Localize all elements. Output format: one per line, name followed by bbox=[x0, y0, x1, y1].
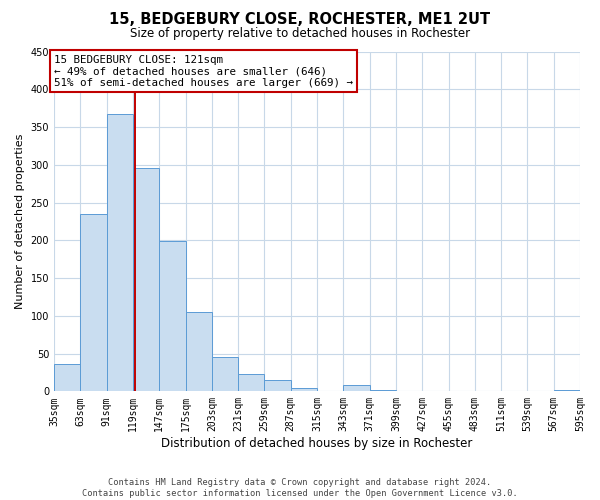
Bar bbox=[238, 374, 265, 392]
Bar bbox=[265, 380, 291, 392]
Bar bbox=[159, 241, 185, 392]
Bar bbox=[133, 168, 159, 392]
Bar bbox=[107, 114, 133, 392]
Bar bbox=[370, 390, 396, 392]
Bar bbox=[80, 214, 107, 392]
Bar bbox=[343, 384, 370, 392]
X-axis label: Distribution of detached houses by size in Rochester: Distribution of detached houses by size … bbox=[161, 437, 473, 450]
Bar bbox=[185, 312, 212, 392]
Text: 15 BEDGEBURY CLOSE: 121sqm
← 49% of detached houses are smaller (646)
51% of sem: 15 BEDGEBURY CLOSE: 121sqm ← 49% of deta… bbox=[54, 54, 353, 88]
Bar bbox=[54, 364, 80, 392]
Text: Size of property relative to detached houses in Rochester: Size of property relative to detached ho… bbox=[130, 28, 470, 40]
Text: 15, BEDGEBURY CLOSE, ROCHESTER, ME1 2UT: 15, BEDGEBURY CLOSE, ROCHESTER, ME1 2UT bbox=[109, 12, 491, 28]
Bar bbox=[291, 388, 317, 392]
Text: Contains HM Land Registry data © Crown copyright and database right 2024.
Contai: Contains HM Land Registry data © Crown c… bbox=[82, 478, 518, 498]
Y-axis label: Number of detached properties: Number of detached properties bbox=[15, 134, 25, 309]
Bar bbox=[212, 358, 238, 392]
Bar bbox=[554, 390, 580, 392]
